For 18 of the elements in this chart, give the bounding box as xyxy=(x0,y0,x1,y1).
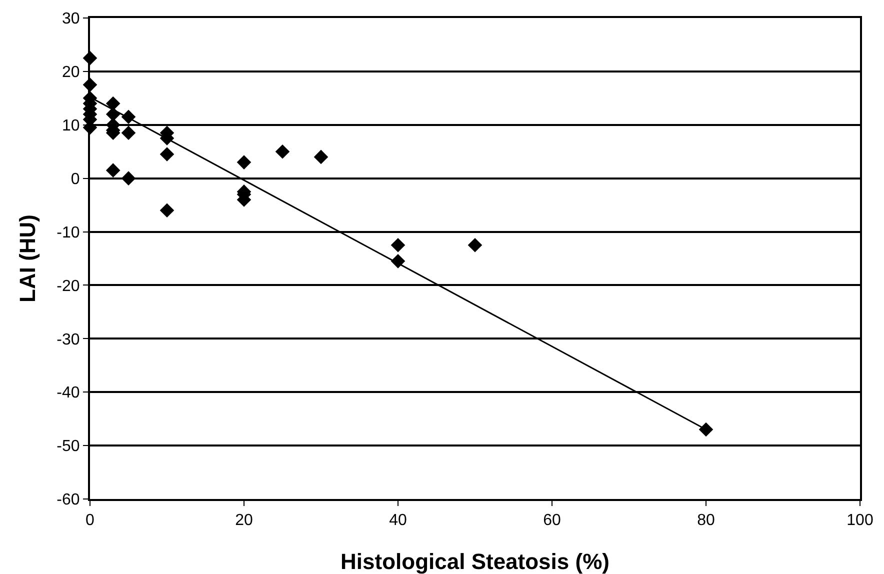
y-tick-label: 20 xyxy=(62,64,80,82)
x-tick-label: 100 xyxy=(846,512,874,530)
y-tick-label: -50 xyxy=(56,438,80,456)
x-tick-label: 40 xyxy=(389,512,407,530)
x-tick-label: 60 xyxy=(543,512,561,530)
x-tick-label: 80 xyxy=(697,512,715,530)
x-axis-title: Histological Steatosis (%) xyxy=(340,549,610,574)
y-tick-label: -10 xyxy=(56,224,80,242)
x-tick-label: 20 xyxy=(235,512,253,530)
y-tick-label: 0 xyxy=(70,170,80,188)
x-tick-label: 0 xyxy=(86,512,95,530)
y-tick-label: -40 xyxy=(56,384,80,402)
y-tick-label: -30 xyxy=(56,331,80,348)
y-tick-label: 30 xyxy=(62,10,80,28)
y-tick-label: 10 xyxy=(62,117,80,134)
y-axis-title: LAI (HU) xyxy=(15,214,40,302)
y-tick-label: -60 xyxy=(56,492,80,509)
y-tick-label: -20 xyxy=(56,278,80,295)
